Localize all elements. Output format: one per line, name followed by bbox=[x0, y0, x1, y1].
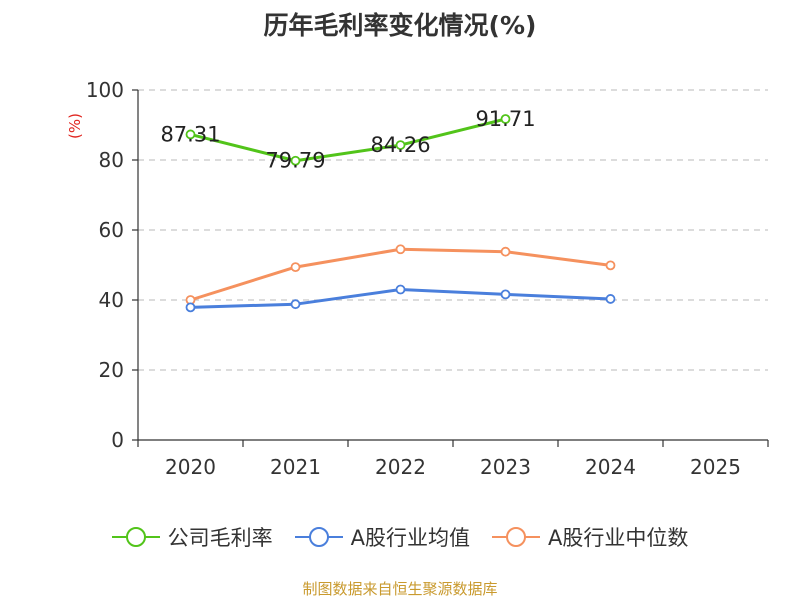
source-note: 制图数据来自恒生聚源数据库 bbox=[302, 580, 498, 598]
legend-swatch-icon bbox=[492, 527, 540, 547]
data-label: 79.79 bbox=[265, 149, 325, 173]
x-tick-label: 2025 bbox=[690, 455, 741, 479]
y-axis-label: (%) bbox=[66, 113, 84, 139]
data-point bbox=[605, 294, 616, 304]
data-point bbox=[500, 114, 511, 124]
data-label: 84.26 bbox=[370, 133, 430, 157]
x-tick-label: 2024 bbox=[585, 455, 636, 479]
legend-item-industry-median[interactable]: A股行业中位数 bbox=[492, 522, 688, 552]
legend-swatch-icon bbox=[111, 527, 160, 547]
data-point bbox=[395, 244, 406, 255]
data-point bbox=[185, 129, 196, 140]
legend-swatch-icon bbox=[294, 527, 343, 547]
y-tick-label: 20 bbox=[99, 358, 124, 382]
data-label: 87.31 bbox=[160, 122, 220, 146]
x-tick-label: 2022 bbox=[375, 455, 426, 479]
y-tick-label: 60 bbox=[99, 218, 124, 242]
data-point bbox=[290, 262, 301, 273]
legend-item-company-margin[interactable]: 公司毛利率 bbox=[111, 522, 273, 552]
axes: 0 20 40 60 80 100 2020 2021 2022 2023 2024 2025 bbox=[86, 78, 769, 479]
legend-label: A股行业中位数 bbox=[548, 526, 689, 550]
data-point bbox=[395, 140, 406, 150]
legend: 公司毛利率 A股行业均值 A股行业中位数 bbox=[0, 520, 800, 554]
data-point bbox=[605, 260, 616, 271]
series-lines bbox=[185, 114, 616, 313]
x-tick-label: 2021 bbox=[270, 455, 321, 479]
y-tick-label: 80 bbox=[99, 148, 124, 172]
data-point bbox=[290, 299, 301, 310]
y-tick-label: 0 bbox=[111, 428, 124, 452]
data-point bbox=[500, 289, 511, 300]
y-tick-label: 40 bbox=[99, 288, 124, 312]
data-labels: 87.31 79.79 84.26 91.71 bbox=[160, 107, 535, 173]
series-line bbox=[190, 117, 506, 163]
data-point bbox=[290, 155, 301, 166]
data-point bbox=[395, 284, 406, 295]
x-tick-label: 2020 bbox=[165, 455, 216, 479]
legend-label: 公司毛利率 bbox=[167, 526, 273, 550]
chart-title: 历年毛利率变化情况(%) bbox=[263, 11, 537, 40]
x-tick-label: 2023 bbox=[480, 455, 531, 479]
data-point bbox=[500, 246, 511, 257]
data-point bbox=[185, 302, 196, 313]
legend-item-industry-mean[interactable]: A股行业均值 bbox=[294, 522, 470, 552]
grid-lines bbox=[138, 89, 768, 371]
legend-label: A股行业均值 bbox=[350, 526, 470, 550]
y-tick-label: 100 bbox=[86, 78, 124, 102]
data-label: 91.71 bbox=[475, 107, 535, 131]
